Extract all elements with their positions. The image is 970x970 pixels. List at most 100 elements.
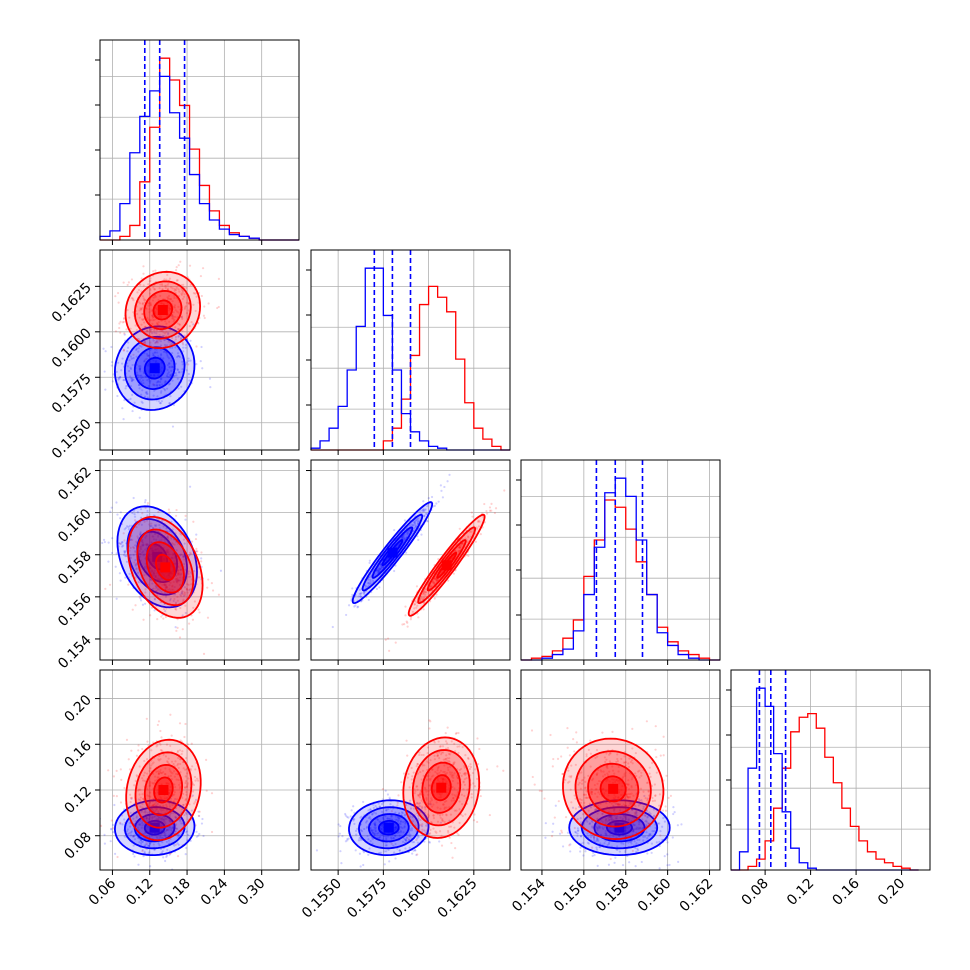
panel-frame-r0c0	[99, 39, 300, 241]
scatter-point	[141, 544, 145, 547]
scatter-point	[367, 816, 370, 820]
scatter-point	[129, 546, 132, 549]
scatter-point	[158, 578, 162, 582]
scatter-point	[374, 821, 377, 824]
scatter-point	[169, 597, 172, 600]
scatter-point	[416, 837, 419, 840]
scatter-point	[442, 781, 445, 784]
scatter-point	[373, 833, 376, 836]
scatter-point	[186, 743, 189, 746]
scatter-point	[139, 799, 142, 802]
scatter-point	[612, 809, 616, 812]
scatter-point	[397, 831, 400, 834]
scatter-point	[123, 316, 126, 320]
scatter-point	[171, 585, 174, 588]
scatter-point	[470, 511, 473, 514]
scatter-point	[167, 829, 170, 832]
scatter-point	[579, 835, 583, 838]
scatter-point	[121, 407, 124, 410]
scatter-point	[151, 314, 154, 317]
scatter-point	[623, 829, 627, 832]
scatter-point	[175, 778, 178, 781]
scatter-point	[190, 742, 193, 745]
scatter-point	[199, 274, 203, 278]
scatter-point	[129, 367, 133, 371]
scatter-point	[167, 775, 170, 778]
scatter-point	[141, 793, 144, 796]
scatter-point	[605, 802, 608, 805]
scatter-point	[375, 832, 378, 835]
scatter-point	[418, 753, 421, 757]
scatter-point	[339, 850, 342, 853]
scatter-point	[160, 366, 163, 369]
scatter-point	[176, 322, 179, 325]
scatter-point	[167, 306, 170, 309]
scatter-point	[177, 371, 180, 374]
scatter-point	[143, 520, 146, 523]
scatter-point	[168, 768, 171, 771]
scatter-point	[170, 572, 174, 575]
scatter-point	[639, 826, 642, 830]
scatter-point	[432, 814, 435, 817]
scatter-point	[217, 305, 220, 309]
scatter-point	[151, 299, 155, 302]
x-tick-label: 0.1550	[299, 876, 345, 922]
scatter-point	[123, 332, 126, 335]
scatter-point	[124, 549, 127, 553]
scatter-point	[132, 852, 135, 856]
scatter-point	[650, 842, 654, 845]
scatter-point	[614, 795, 617, 798]
scatter-point	[169, 373, 172, 377]
scatter-point	[432, 774, 435, 777]
scatter-point	[494, 507, 498, 510]
scatter-point	[190, 809, 194, 812]
scatter-point	[419, 598, 422, 601]
scatter-point	[140, 374, 143, 377]
scatter-point	[175, 549, 178, 552]
scatter-point	[147, 844, 151, 848]
scatter-point	[165, 331, 168, 334]
scatter-point	[415, 518, 418, 521]
scatter-point	[183, 562, 186, 566]
scatter-point	[595, 848, 599, 851]
scatter-point	[148, 311, 151, 314]
scatter-point	[159, 340, 163, 343]
panel-background	[100, 40, 299, 240]
scatter-point	[162, 557, 165, 561]
scatter-point	[168, 511, 171, 514]
scatter-point	[173, 296, 176, 300]
scatter-point	[429, 832, 432, 835]
scatter-point	[462, 772, 465, 775]
scatter-point	[172, 320, 175, 323]
scatter-point	[373, 832, 376, 835]
scatter-point	[164, 320, 167, 323]
scatter-point	[451, 779, 454, 783]
scatter-point	[359, 839, 362, 842]
scatter-point	[116, 291, 120, 295]
scatter-point	[602, 827, 605, 830]
scatter-point	[178, 371, 181, 374]
scatter-point	[138, 552, 141, 555]
scatter-point	[412, 807, 416, 810]
scatter-point	[358, 592, 361, 596]
scatter-point	[146, 509, 149, 513]
scatter-point	[389, 803, 392, 806]
scatter-point	[169, 785, 172, 789]
scatter-point	[163, 574, 166, 577]
scatter-point	[154, 574, 158, 578]
scatter-point	[178, 554, 181, 557]
scatter-point	[595, 846, 598, 849]
scatter-point	[172, 315, 175, 318]
scatter-point	[637, 798, 640, 801]
scatter-point	[167, 551, 170, 554]
scatter-point	[645, 819, 648, 822]
scatter-point	[185, 301, 188, 304]
scatter-point	[163, 797, 167, 800]
scatter-point	[337, 835, 340, 838]
scatter-point	[154, 360, 157, 364]
scatter-point	[409, 835, 412, 838]
scatter-point	[152, 573, 156, 577]
scatter-point	[176, 581, 179, 584]
scatter-point	[162, 818, 165, 821]
scatter-point	[168, 572, 172, 575]
